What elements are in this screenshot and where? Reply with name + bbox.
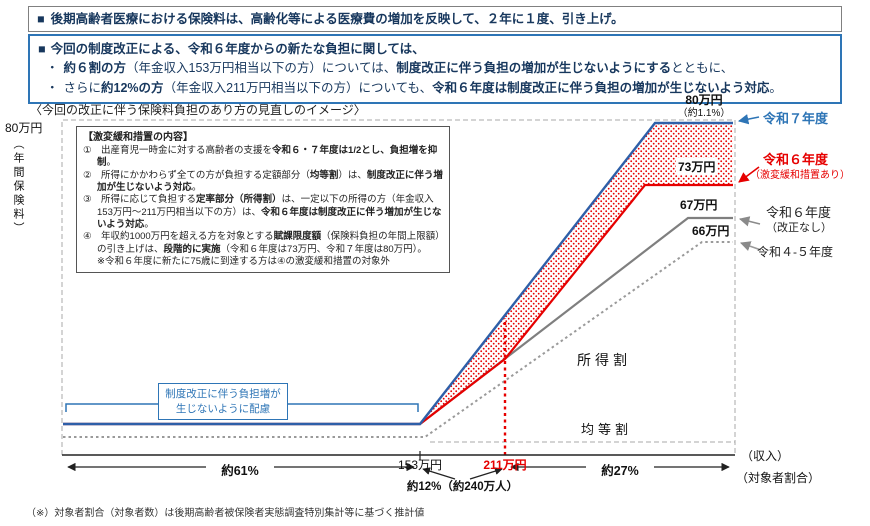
footnote: （※）対象者割合（対象者数）は後期高齢者被保険者実態調査特別集計等に基づく推計値 bbox=[26, 508, 425, 519]
cap-67man-label: 67万円 bbox=[678, 196, 720, 213]
line-reiwa7 bbox=[63, 121, 733, 426]
share-12pct-label: 約12%（約240万人） bbox=[406, 481, 519, 493]
mitigation-item-2: ② 所得にかかわらず全ての方が負担する定額部分（均等割）は、制度改正に伴う増加が… bbox=[83, 169, 443, 194]
reform-summary-line1-text: 今回の制度改正による、令和６年度からの新たな負担に関しては、 bbox=[50, 42, 425, 56]
per-capita-portion-label: 均等割 bbox=[579, 419, 635, 438]
mitigation-measures-box: 【激変緩和措置の内容】 ① 出産育児一時金に対する高齢者の支援を令和６・７年度は… bbox=[76, 126, 450, 274]
reform-summary-line1: ■ 今回の制度改正による、令和６年度からの新たな負担に関しては、 bbox=[38, 40, 832, 59]
share-27pct-label: 約27% bbox=[586, 460, 654, 479]
mitigation-item-4: ④ 年収約1000万円を超える方を対象とする賦課限度額（保険料負担の年間上限額）… bbox=[83, 231, 440, 255]
cap-66man-label: 66万円 bbox=[690, 222, 732, 239]
cap-73man-label: 73万円 bbox=[676, 158, 718, 175]
dot-bullet-icon: ・ bbox=[46, 80, 59, 95]
share-61pct-label: 約61% bbox=[206, 460, 274, 479]
reform-summary-line2-text: 約６割の方（年金収入153万円相当以下の方）については、制度改正に伴う負担の増加… bbox=[63, 61, 734, 76]
legend-reiwa6-no-reform-sub: （改正なし） bbox=[766, 222, 832, 234]
square-bullet-icon: ■ bbox=[38, 42, 46, 56]
reform-summary-line3-text: さらに約12%の方（年金収入211万円相当以下の方）についても、令和６年度は制度… bbox=[63, 80, 782, 95]
arrow-12pct-right bbox=[469, 467, 503, 480]
no-increase-note-line2: 生じないように配慮 bbox=[175, 402, 271, 415]
mitigation-box-title: 【激変緩和措置の内容】 bbox=[83, 132, 193, 143]
header-box-premium-increase: ■ 後期高齢者医療における保険料は、高齢化等による医療費の増加を反映して、２年に… bbox=[28, 6, 842, 33]
threshold-211-label: 211万円 bbox=[483, 458, 527, 472]
legend-reiwa7: 令和７年度 bbox=[763, 111, 829, 126]
dot-bullet-icon: ・ bbox=[46, 61, 59, 76]
y-axis-title: （年間保険料） bbox=[12, 138, 24, 236]
legend-reiwa6-no-reform: 令和６年度 bbox=[766, 205, 832, 220]
y-axis-max-label: 80万円 bbox=[5, 121, 43, 135]
x-axis-income-label: （収入） bbox=[741, 449, 790, 463]
square-bullet-icon: ■ bbox=[37, 12, 45, 26]
mitigation-hatch-area bbox=[420, 123, 733, 424]
cap-80man-label: 80万円 bbox=[685, 93, 723, 107]
cap-80man-share-label: （約1.1%） bbox=[677, 108, 731, 119]
no-increase-note-box: 制度改正に伴う負担増が 生じないように配慮 bbox=[158, 383, 288, 421]
no-increase-note-line1: 制度改正に伴う負担増が bbox=[165, 388, 281, 400]
mitigation-item-3: ③ 所得に応じて負担する定率部分（所得割）は、一定以下の所得の方（年金収入153… bbox=[83, 194, 442, 231]
legend-reiwa4-5: 令和４-５年度 bbox=[757, 245, 833, 259]
header-box-reform-summary: ■ 今回の制度改正による、令和６年度からの新たな負担に関しては、 ・ 約６割の方… bbox=[28, 34, 842, 105]
x-axis-ratio-label: （対象者割合） bbox=[736, 471, 821, 485]
mitigation-item-1: ① 出産育児一時金に対する高齢者の支援を令和６・７年度は1/2とし、負担増を抑制… bbox=[83, 145, 438, 169]
pointer-reiwa4-5-arrow bbox=[740, 241, 762, 252]
header-box1-text: 後期高齢者医療における保険料は、高齢化等による医療費の増加を反映して、２年に１度… bbox=[50, 12, 624, 26]
legend-reiwa6-mitigated: 令和６年度 bbox=[763, 152, 829, 167]
pointer-reiwa6-mitigated-arrow bbox=[738, 166, 760, 183]
pointer-reiwa6-no-reform-arrow bbox=[738, 216, 761, 227]
arrow-12pct-left bbox=[422, 467, 456, 480]
income-based-portion-label: 所得割 bbox=[577, 352, 631, 368]
reform-summary-line2: ・ 約６割の方（年金収入153万円相当以下の方）については、制度改正に伴う負担の… bbox=[38, 59, 832, 78]
line-reiwa4-5 bbox=[63, 241, 733, 438]
mitigation-note: ※令和６年度に新たに75歳に到達する方は④の激変緩和措置の対象外 bbox=[97, 256, 391, 268]
threshold-153-label: 153万円 bbox=[397, 458, 443, 472]
legend-reiwa6-mitigated-sub: （激変緩和措置あり） bbox=[750, 170, 850, 181]
chart-title: 〈今回の改正に伴う保険料負担のあり方の見直しのイメージ〉 bbox=[30, 103, 366, 117]
reform-summary-line3: ・ さらに約12%の方（年金収入211万円相当以下の方）についても、令和６年度は… bbox=[38, 79, 832, 98]
pointer-reiwa7-arrow bbox=[737, 114, 760, 125]
